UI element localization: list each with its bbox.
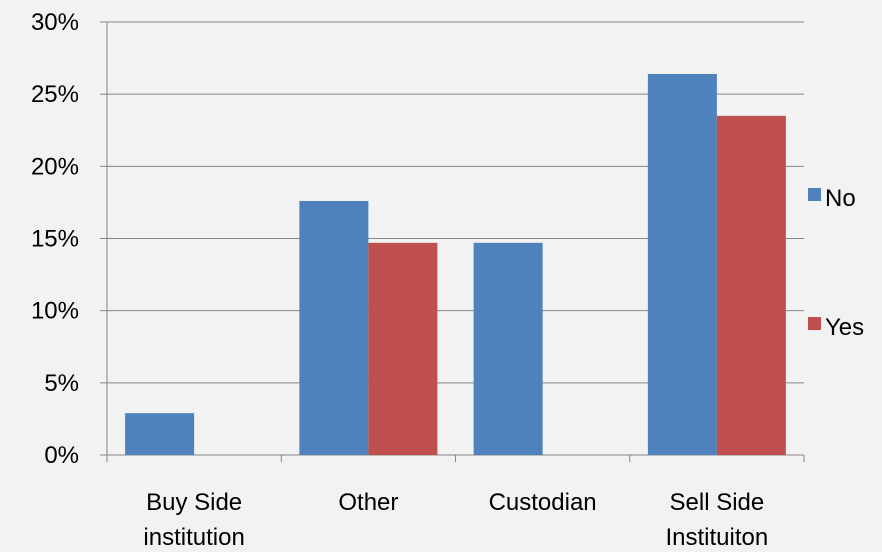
bar-no-custodian — [473, 242, 543, 455]
x-category-label: Other — [338, 489, 398, 516]
x-category-label: Custodian — [489, 489, 597, 516]
y-tick-label: 30% — [31, 9, 79, 36]
legend-swatch-no — [808, 188, 821, 201]
x-category-label-line: Other — [338, 489, 398, 516]
bar-no-sell-side-instituiton — [647, 73, 717, 456]
x-category-label: Sell Side Instituiton — [666, 489, 769, 551]
legend-label-yes: Yes — [825, 314, 864, 341]
legend: No Yes — [808, 185, 864, 341]
bars — [125, 73, 786, 456]
y-tick-label: 15% — [31, 226, 79, 253]
x-category-label-line: Buy Side — [146, 489, 242, 516]
y-tick-label: 25% — [31, 81, 79, 108]
x-category-label-line: Custodian — [489, 489, 597, 516]
x-category-label-line: Sell Side — [670, 489, 765, 516]
x-category-label-line: Instituiton — [666, 524, 769, 551]
bar-no-buy-side-institution — [125, 413, 195, 455]
y-tick-label: 10% — [31, 298, 79, 325]
legend-swatch-yes — [808, 317, 821, 330]
legend-label-no: No — [825, 185, 856, 212]
bar-no-other — [299, 200, 369, 455]
bar-yes-other — [368, 242, 438, 455]
y-tick-label: 5% — [44, 370, 79, 397]
y-axis-tick-labels: 0% 5% 10% 15% 20% 25% 30% — [31, 9, 79, 469]
x-axis-category-labels: Buy Side institution Other Custodian Sell Si… — [143, 489, 768, 551]
x-category-label: Buy Side institution — [143, 489, 244, 551]
x-category-label-line: institution — [143, 524, 244, 551]
bar-yes-sell-side-instituiton — [716, 115, 786, 456]
y-tick-label: 20% — [31, 153, 79, 180]
y-tick-label: 0% — [44, 442, 79, 469]
